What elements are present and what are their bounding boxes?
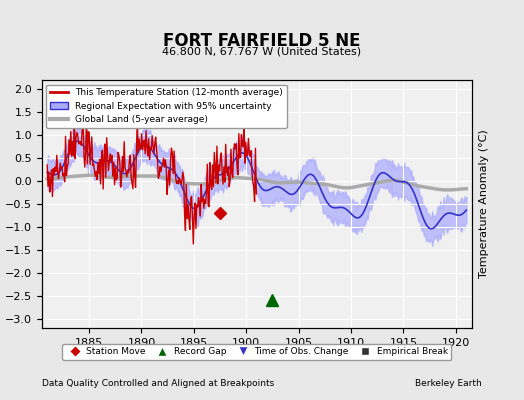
Text: FORT FAIRFIELD 5 NE: FORT FAIRFIELD 5 NE — [163, 32, 361, 50]
Legend: Station Move, Record Gap, Time of Obs. Change, Empirical Break: Station Move, Record Gap, Time of Obs. C… — [62, 344, 452, 360]
Y-axis label: Temperature Anomaly (°C): Temperature Anomaly (°C) — [478, 130, 488, 278]
Text: 46.800 N, 67.767 W (United States): 46.800 N, 67.767 W (United States) — [162, 46, 362, 56]
Text: Data Quality Controlled and Aligned at Breakpoints: Data Quality Controlled and Aligned at B… — [42, 379, 274, 388]
Text: Berkeley Earth: Berkeley Earth — [416, 379, 482, 388]
Legend: This Temperature Station (12-month average), Regional Expectation with 95% uncer: This Temperature Station (12-month avera… — [47, 84, 287, 128]
